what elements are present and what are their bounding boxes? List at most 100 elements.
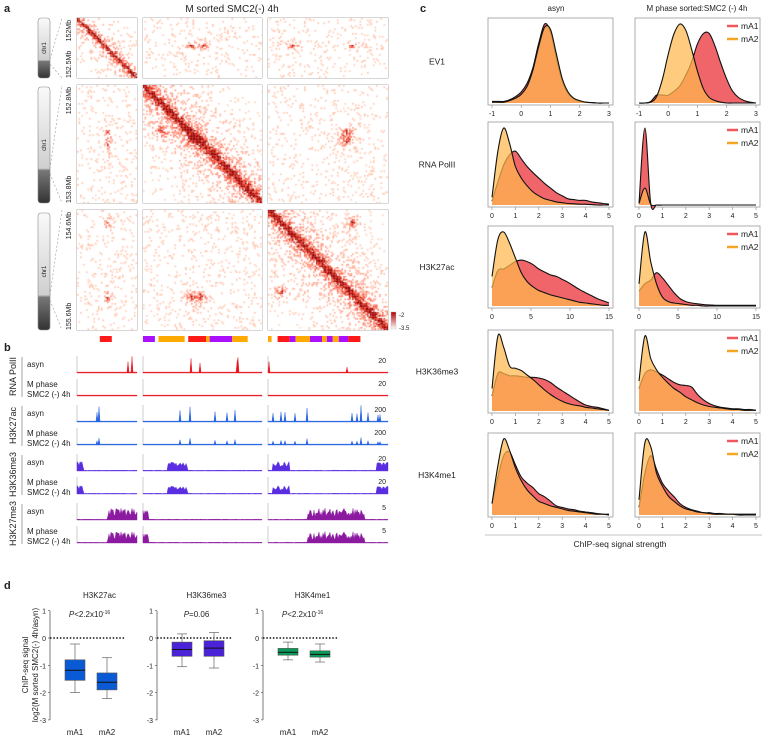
density-row-label: RNA PolII	[419, 160, 456, 170]
track-label: SMC2 (-) 4h	[27, 488, 71, 497]
x-tick-label: 3	[560, 419, 564, 426]
track-scale: 20	[378, 381, 386, 388]
x-tick-label: 1	[549, 111, 553, 118]
x-tick-label: 5	[529, 314, 533, 321]
panel-label-a: a	[4, 3, 11, 15]
boxplot-title: H3K36me3	[186, 591, 227, 600]
density-row-label: H3K4me1	[418, 470, 456, 480]
y-tick-label: 0	[42, 636, 46, 643]
x-tick-label: 1	[696, 111, 700, 118]
x-tick-label: 5	[754, 419, 758, 426]
panel-label-c: c	[420, 3, 426, 15]
x-category-label: mA2	[99, 728, 116, 737]
y-tick-label: -2	[147, 691, 153, 698]
density-fill-mA1	[639, 272, 756, 306]
signal-track	[267, 485, 389, 495]
y-tick-label: 1	[42, 609, 46, 616]
x-tick-label: 5	[607, 213, 611, 220]
x-tick-label: 3	[560, 523, 564, 530]
column-title-asyn: asyn	[548, 4, 565, 13]
x-tick-label: 2	[725, 111, 729, 118]
x-tick-label: 4	[731, 419, 735, 426]
zoom-guide-line	[49, 84, 63, 169]
x-tick-label: 2	[684, 213, 688, 220]
density-line-mA2	[491, 438, 610, 516]
track-scale: 20	[378, 358, 386, 365]
coordinate-label: 153.8Mb	[66, 176, 73, 203]
y-tick-label: -3	[147, 718, 153, 725]
y-tick-label: -1	[40, 663, 46, 670]
legend-label: mA2	[741, 138, 759, 148]
track-label: M phase	[27, 478, 58, 487]
x-tick-label: 2	[578, 111, 582, 118]
compartment-segment-mA1	[348, 336, 361, 342]
coordinate-label: 152.8Mb	[66, 87, 73, 114]
zoom-guide-line	[49, 209, 63, 296]
density-row-label: H3K36me3	[416, 367, 459, 377]
x-tick-label: 2	[684, 419, 688, 426]
density-fill-mA2	[492, 231, 609, 306]
colorbar-min-label: -3.5	[399, 326, 410, 332]
signal-track	[142, 394, 263, 397]
x-tick-label: 4	[731, 213, 735, 220]
chromosome-ideogram	[37, 212, 51, 331]
compartment-segment-B	[209, 336, 233, 342]
density-x-axis-label: ChIP-seq signal strength	[573, 539, 666, 549]
y-tick-label: 0	[149, 636, 153, 643]
legend-label: mA2	[741, 449, 759, 459]
legend-label: mA2	[741, 34, 759, 44]
legend-label: mA1	[741, 333, 759, 343]
track-label: SMC2 (-) 4h	[27, 439, 71, 448]
track-group-label: H3K27me3	[8, 501, 18, 546]
chromosome-label: chr1	[42, 265, 48, 277]
legend-label: mA1	[741, 229, 759, 239]
x-tick-label: 1	[513, 523, 517, 530]
x-tick-label: 0	[490, 213, 494, 220]
boxplot-title: H3K27ac	[83, 591, 116, 600]
x-tick-label: 3	[560, 213, 564, 220]
density-line-mA1	[638, 455, 756, 515]
compartment-segment-mA2	[322, 336, 327, 342]
x-tick-label: 2	[684, 523, 688, 530]
legend-label: mA1	[741, 436, 759, 446]
y-tick-label: -2	[40, 691, 46, 698]
x-tick-label: 10	[713, 314, 721, 321]
x-tick-label: 0	[490, 523, 494, 530]
signal-track	[76, 461, 138, 472]
density-fill-mA2	[639, 335, 756, 411]
boxplot-y-label-line1: ChIP-seq signal	[21, 637, 30, 694]
signal-track	[142, 406, 263, 423]
hic-contact-map-0-0	[77, 18, 137, 78]
density-line-mA2	[638, 23, 756, 104]
compartment-segment-mA2	[158, 336, 185, 342]
compartment-segment-mA2	[295, 336, 310, 342]
x-tick-label: 1	[660, 523, 664, 530]
density-plot-h3k4me1-mphase: 0 1 2 3 4 5 mA1 mA2	[634, 432, 761, 530]
zoom-guide-line	[49, 300, 63, 331]
x-tick-label: 1	[513, 213, 517, 220]
boxplot-title: H3K4me1	[295, 591, 331, 600]
signal-track	[142, 533, 263, 544]
signal-track	[76, 531, 138, 544]
density-line-mA2	[491, 127, 609, 206]
p-value-prefix: P	[282, 610, 288, 619]
p-value-text: =0.06	[189, 610, 210, 619]
density-line-mA1	[638, 272, 756, 306]
boxplot-h3k4me1: H3K4me1 P<2.2x10-16 1 0 -1 -2 -3 mA1 mA2	[253, 591, 338, 737]
signal-track	[267, 461, 389, 472]
x-tick-label: 4	[731, 523, 735, 530]
coordinate-label: 152.5Mb	[66, 51, 73, 78]
x-category-label: mA2	[206, 728, 223, 737]
colorbar	[390, 311, 397, 330]
signal-track	[267, 507, 389, 521]
x-tick-label: 0	[666, 111, 670, 118]
chromosome-label: chr1	[42, 42, 48, 54]
x-tick-label: 3	[754, 111, 758, 118]
compartment-segment-mA2	[206, 336, 210, 342]
density-plot-ev1-mphase: -1 0 1 2 3 mA1 mA2	[634, 17, 761, 118]
compartment-segment-B	[326, 336, 333, 342]
x-tick-label: 2	[537, 523, 541, 530]
density-row-label: EV1	[429, 57, 445, 67]
density-fill-mA2	[492, 127, 609, 206]
